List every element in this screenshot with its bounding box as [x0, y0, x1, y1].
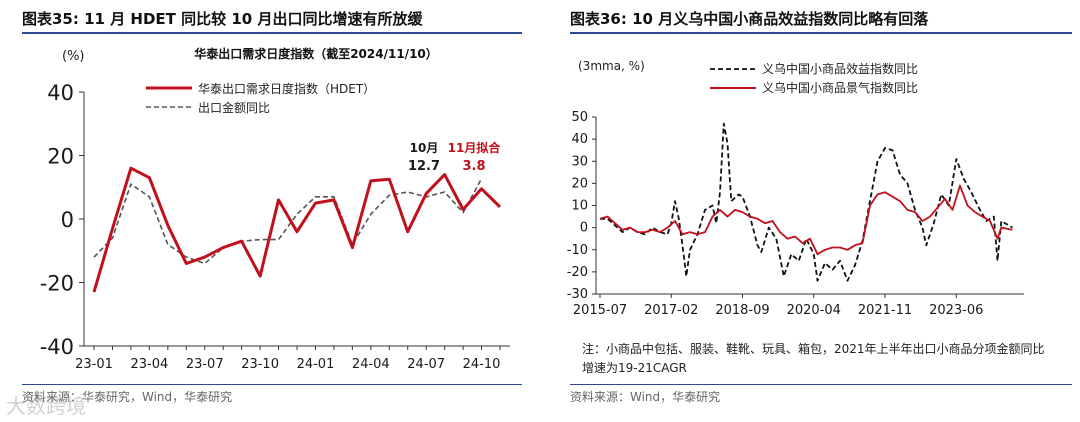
x-tick-label: 23-01 [75, 357, 113, 372]
x-tick-label: 2023-06 [929, 303, 983, 318]
x-tick-label: 24-07 [407, 357, 445, 372]
y-tick-label: 40 [571, 132, 588, 147]
hdet-line-chart: 华泰出口需求日度指数（截至2024/11/10） (%) 40 20 0 -20 -40… [40, 46, 510, 372]
chart-note: 注：小商品中包括、服装、鞋靴、玩具、箱包，2021年上半年出口小商品分项金额同比… [582, 342, 1045, 375]
right-figure-title: 图表36: 10 月义乌中国小商品效益指数同比略有回落 [570, 10, 929, 28]
left-figure: 图表35: 11 月 HDET 同比较 10 月出口同比增速有所放缓 华泰出口需… [0, 0, 530, 422]
right-figure: 图表36: 10 月义乌中国小商品效益指数同比略有回落 (3mma, %) 50… [548, 0, 1080, 422]
annotation-oct-label: 10月 [410, 141, 439, 155]
y-tick-label: -30 [567, 287, 588, 302]
x-tick-label: 23-07 [186, 357, 224, 372]
y-tick-label: 0 [580, 221, 588, 236]
series-hdet-line [92, 166, 502, 293]
x-tick-label: 23-10 [241, 357, 279, 372]
y-tick-label: 20 [571, 176, 588, 191]
y-tick-label: 20 [47, 145, 74, 169]
legend-label-benefit: 义乌中国小商品效益指数同比 [762, 61, 918, 76]
left-title-rule [22, 32, 522, 34]
left-figure-title: 图表35: 11 月 HDET 同比较 10 月出口同比增速有所放缓 [22, 10, 423, 28]
x-tick-label: 2020-04 [787, 303, 841, 318]
legend-label-prosperity: 义乌中国小商品景气指数同比 [762, 80, 918, 95]
annotation-nov-label: 11月拟合 [448, 140, 502, 155]
right-title-rule [570, 32, 1072, 34]
series-prosperity-line [599, 184, 1013, 256]
y-tick-label: 30 [571, 154, 588, 169]
y-tick-label: 0 [61, 208, 74, 232]
x-tick-label: 24-01 [297, 357, 335, 372]
x-tick-label: 2015-07 [573, 303, 627, 318]
series-benefit-line [600, 122, 1013, 282]
x-tick-label: 24-10 [463, 357, 501, 372]
y-unit-label: (3mma, %) [578, 59, 645, 73]
series-export-line [93, 178, 483, 265]
y-tick-label: 10 [571, 199, 588, 214]
x-tick-label: 2021-11 [858, 303, 912, 318]
legend-label-hdet: 华泰出口需求日度指数（HDET） [198, 81, 375, 96]
yiwu-line-chart: (3mma, %) 50 40 30 20 10 0 -10 -20 -30 2015-07 20… [567, 59, 1024, 318]
left-source: 资料来源：华泰研究，Wind，华泰研究 [22, 390, 233, 404]
x-tick-label: 2018-09 [715, 303, 769, 318]
right-source: 资料来源：Wind，华泰研究 [570, 390, 721, 404]
y-tick-label: -10 [567, 243, 588, 258]
left-bottom-rule [22, 384, 522, 385]
y-tick-label: -20 [40, 272, 74, 296]
y-tick-label: 40 [47, 81, 74, 105]
right-bottom-rule [570, 384, 1072, 385]
watermark: 大数跨境 [6, 394, 86, 418]
annotation-oct-value: 12.7 [408, 159, 440, 174]
chart-title: 华泰出口需求日度指数（截至2024/11/10） [194, 46, 438, 61]
legend-label-export: 出口金额同比 [198, 100, 270, 115]
y-unit-label: (%) [62, 49, 85, 64]
y-tick-label: 50 [571, 110, 588, 125]
y-tick-label: -40 [40, 335, 74, 359]
annotation-nov-value: 3.8 [462, 159, 485, 174]
x-tick-label: 2017-02 [644, 303, 698, 318]
y-tick-label: -20 [567, 265, 588, 280]
x-tick-label: 23-04 [130, 357, 168, 372]
x-tick-label: 24-04 [352, 357, 390, 372]
